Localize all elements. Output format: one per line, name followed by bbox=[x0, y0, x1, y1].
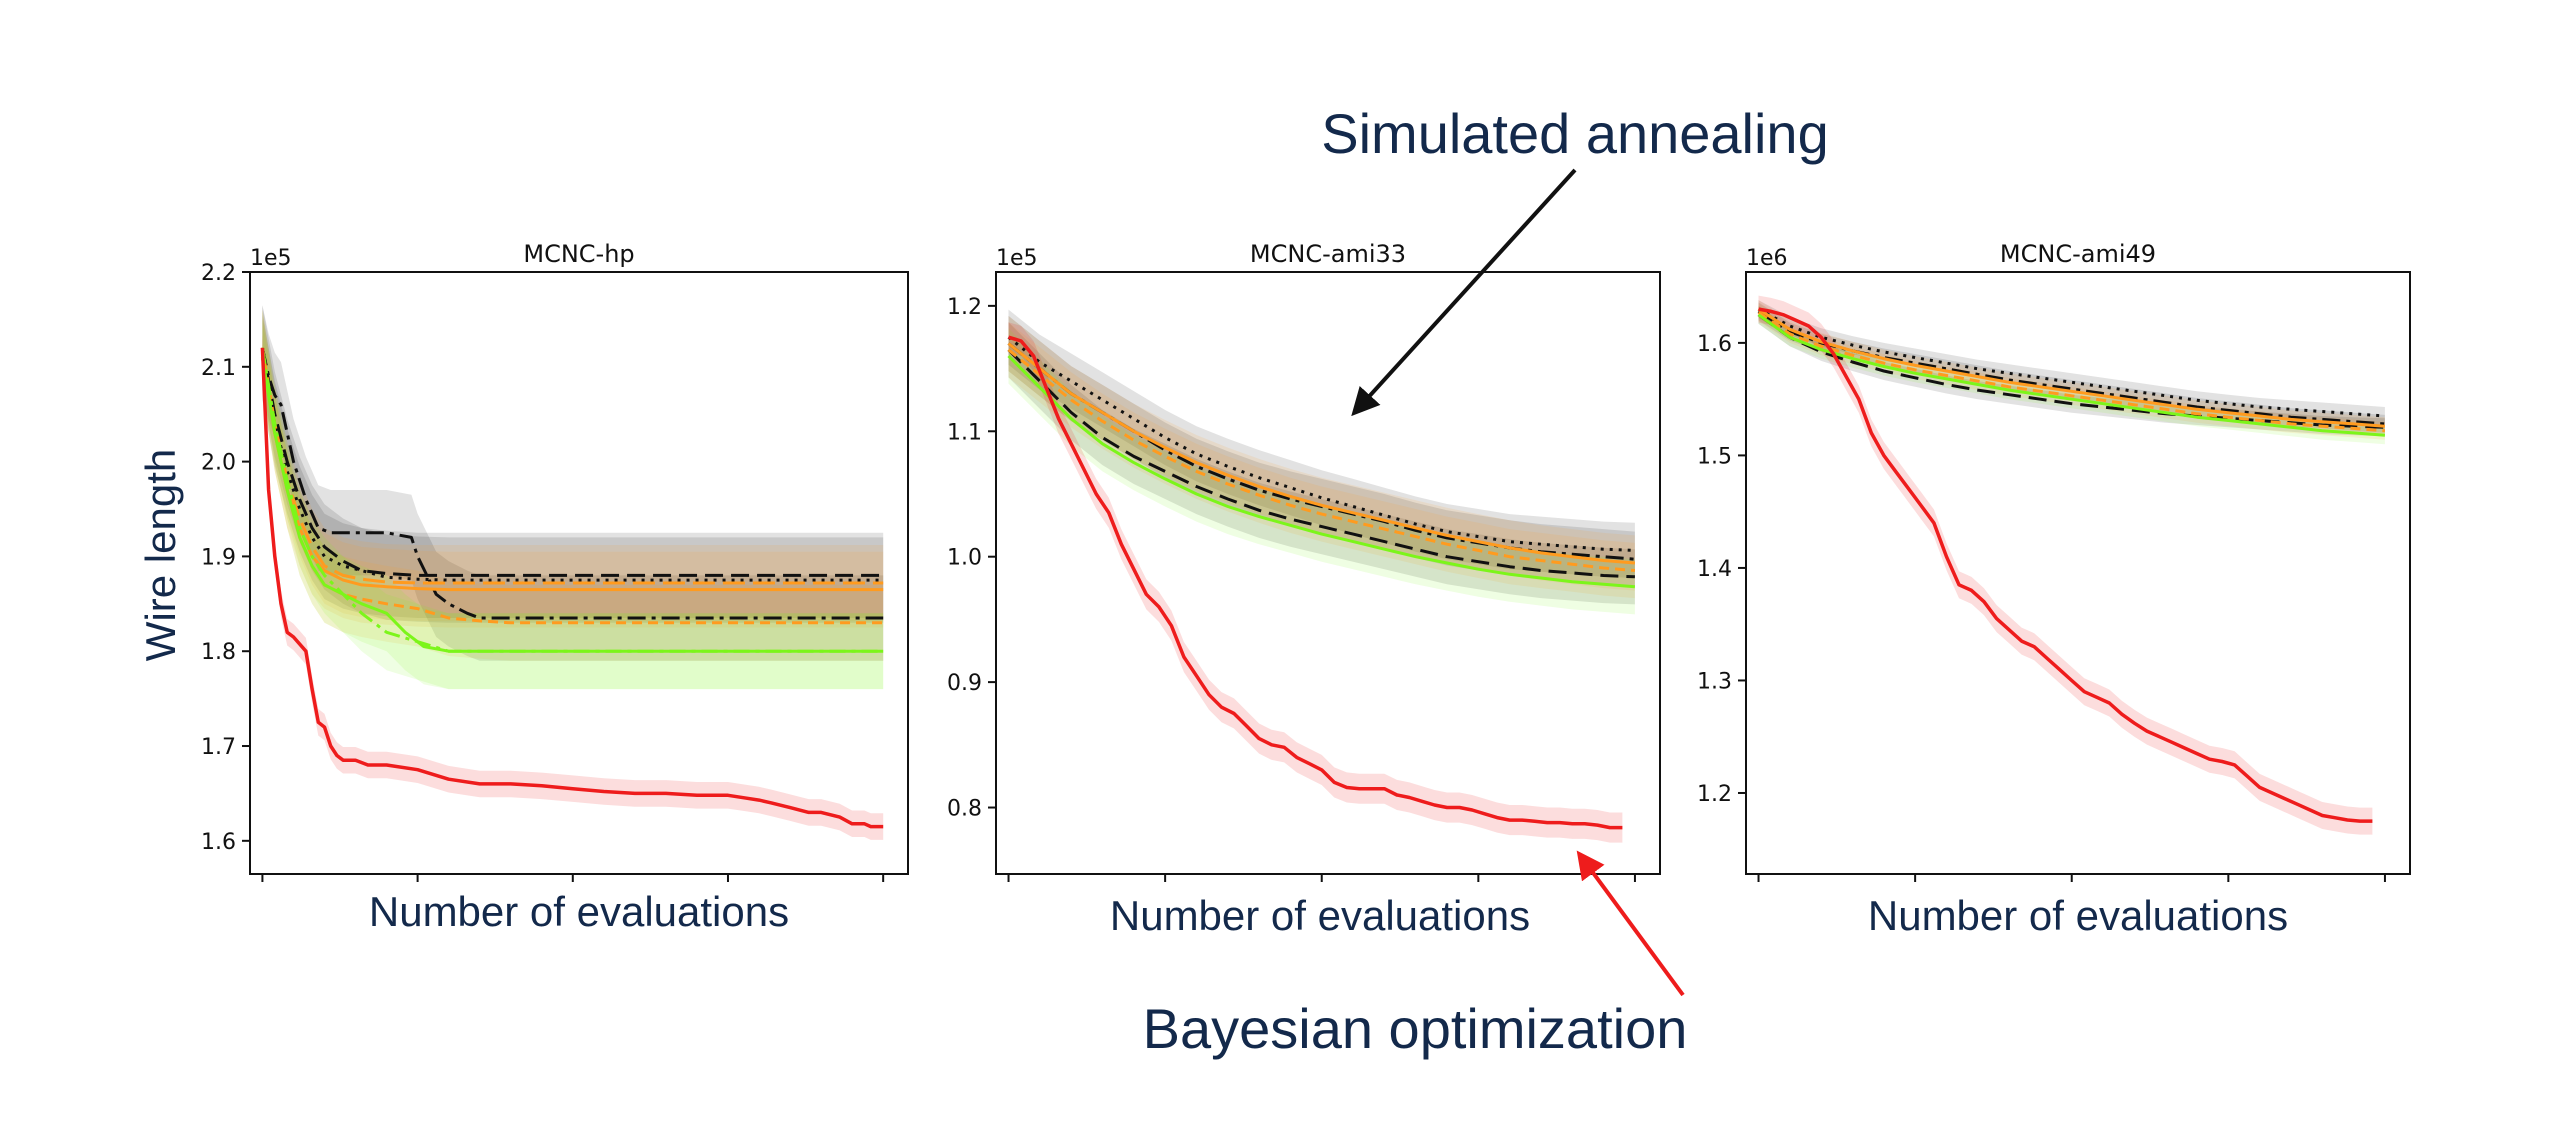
annealing-band bbox=[1758, 302, 2385, 433]
axes-frame bbox=[249, 271, 909, 875]
chart-panel-ami33: MCNC-ami33 1e5 0.8 0.9 1.0 1.1 1.2 Number of… bbox=[947, 240, 1661, 939]
bayesian-series-line bbox=[1758, 307, 2373, 823]
series-lines bbox=[260, 347, 884, 829]
y-tick-label: 1.7 bbox=[201, 735, 236, 760]
annealing-band bbox=[262, 319, 884, 628]
annealing-band bbox=[262, 305, 884, 618]
annealing-series-line bbox=[260, 347, 884, 620]
y-tick-label: 2.0 bbox=[201, 451, 236, 476]
plot-area-ami49 bbox=[1757, 295, 2386, 835]
axis-multiplier: 1e5 bbox=[996, 246, 1038, 271]
y-tick-labels: 1.2 1.3 1.4 1.5 1.6 bbox=[1697, 332, 1746, 807]
chart-title: MCNC-ami33 bbox=[1250, 240, 1406, 268]
annealing-series-line bbox=[1757, 313, 2385, 429]
plot-area-ami33 bbox=[1007, 309, 1636, 843]
y-tick-label: 1.5 bbox=[1697, 444, 1732, 469]
series-lines bbox=[1007, 335, 1636, 830]
annealing-series-line bbox=[1757, 311, 2386, 433]
bayesian-series-line bbox=[1007, 335, 1623, 830]
annealing-series-line bbox=[1757, 313, 2386, 437]
uncertainty-bands bbox=[1758, 295, 2385, 835]
axis-multiplier: 1e6 bbox=[1746, 246, 1788, 271]
uncertainty-bands bbox=[1008, 309, 1635, 843]
y-tick-label: 1.2 bbox=[1697, 782, 1732, 807]
chart-title: MCNC-hp bbox=[523, 240, 634, 268]
y-tick-label: 1.8 bbox=[201, 640, 236, 665]
x-tick-marks bbox=[1007, 874, 1636, 882]
y-tick-label: 1.9 bbox=[201, 545, 236, 570]
annealing-band bbox=[262, 305, 884, 661]
annotation-bayesian-optimization: Bayesian optimization bbox=[1143, 997, 1688, 1060]
axes-frame bbox=[1745, 271, 2411, 875]
annealing-series-line bbox=[1007, 348, 1635, 579]
y-tick-label: 0.8 bbox=[947, 797, 982, 822]
plot-area-hp bbox=[260, 305, 884, 840]
x-tick-marks bbox=[1757, 874, 2386, 882]
y-tick-label: 1.3 bbox=[1697, 669, 1732, 694]
annotation-arrow-simulated-annealing bbox=[1351, 168, 1577, 417]
annealing-band bbox=[262, 314, 884, 623]
y-tick-label: 0.9 bbox=[947, 671, 982, 696]
y-tick-label: 1.6 bbox=[1697, 332, 1732, 357]
y-tick-label: 2.2 bbox=[201, 261, 236, 286]
axis-multiplier: 1e5 bbox=[250, 246, 292, 271]
x-axis-label: Number of evaluations bbox=[1868, 892, 2288, 939]
annealing-band bbox=[1008, 315, 1635, 591]
annealing-band bbox=[1008, 309, 1635, 578]
annotation-arrow-bayesian-optimization bbox=[1576, 850, 1685, 997]
annealing-band bbox=[1008, 315, 1635, 587]
annealing-series-line bbox=[1007, 342, 1636, 565]
x-axis-label: Number of evaluations bbox=[1110, 892, 1530, 939]
y-tick-label: 1.0 bbox=[947, 546, 982, 571]
series-lines bbox=[1757, 307, 2386, 823]
y-tick-label: 1.1 bbox=[947, 420, 982, 445]
annealing-series-line bbox=[1007, 354, 1636, 589]
annealing-band bbox=[1008, 322, 1635, 599]
chart-panel-ami49: MCNC-ami49 1e6 1.2 1.3 1.4 1.5 1.6 Number of… bbox=[1697, 240, 2411, 939]
y-tick-label: 1.4 bbox=[1697, 557, 1732, 582]
x-tick-marks bbox=[261, 874, 885, 882]
annotation-simulated-annealing: Simulated annealing bbox=[1321, 102, 1828, 165]
y-tick-label: 1.2 bbox=[947, 295, 982, 320]
annealing-series-line bbox=[1007, 336, 1635, 552]
y-tick-labels: 0.8 0.9 1.0 1.1 1.2 bbox=[947, 295, 996, 822]
annealing-series-line bbox=[260, 347, 884, 585]
annealing-band bbox=[262, 309, 884, 661]
y-axis-label: Wire length bbox=[137, 449, 184, 661]
y-tick-labels: 1.6 1.7 1.8 1.9 2.0 2.1 2.2 bbox=[201, 261, 250, 855]
y-tick-label: 1.6 bbox=[201, 830, 236, 855]
x-axis-label: Number of evaluations bbox=[369, 888, 789, 935]
axes-frame bbox=[995, 271, 1661, 875]
annealing-series-line bbox=[1757, 307, 2386, 428]
chart-title: MCNC-ami49 bbox=[2000, 240, 2156, 268]
y-tick-label: 2.1 bbox=[201, 356, 236, 381]
annealing-series-line bbox=[1007, 348, 1636, 572]
bayesian-series-line bbox=[260, 347, 884, 829]
chart-panel-hp: MCNC-hp 1e5 1.6 1.7 1.8 1.9 2.0 2.1 2.2 Number… bbox=[137, 240, 909, 935]
